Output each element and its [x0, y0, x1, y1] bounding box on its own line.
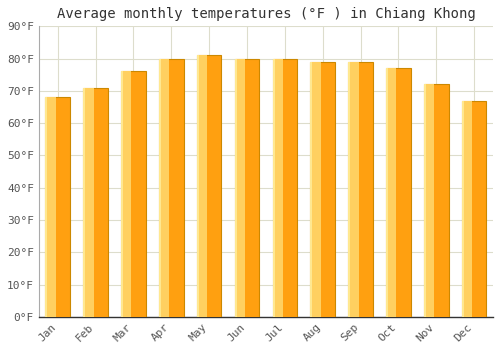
Bar: [234, 58, 260, 317]
Bar: [197, 55, 199, 317]
Bar: [272, 58, 274, 317]
Bar: [272, 58, 283, 317]
Bar: [386, 68, 388, 317]
Bar: [159, 58, 161, 317]
Bar: [310, 62, 335, 317]
Bar: [348, 62, 358, 317]
Bar: [462, 100, 486, 317]
Bar: [462, 100, 464, 317]
Bar: [234, 58, 245, 317]
Bar: [272, 58, 297, 317]
Bar: [310, 62, 320, 317]
Bar: [84, 88, 108, 317]
Bar: [462, 100, 472, 317]
Bar: [46, 97, 56, 317]
Bar: [121, 71, 146, 317]
Bar: [310, 62, 312, 317]
Bar: [386, 68, 410, 317]
Bar: [46, 97, 48, 317]
Bar: [159, 58, 170, 317]
Bar: [348, 62, 350, 317]
Bar: [424, 84, 426, 317]
Bar: [121, 71, 132, 317]
Bar: [84, 88, 94, 317]
Bar: [159, 58, 184, 317]
Title: Average monthly temperatures (°F ) in Chiang Khong: Average monthly temperatures (°F ) in Ch…: [56, 7, 476, 21]
Bar: [386, 68, 396, 317]
Bar: [424, 84, 434, 317]
Bar: [197, 55, 207, 317]
Bar: [46, 97, 70, 317]
Bar: [84, 88, 86, 317]
Bar: [348, 62, 373, 317]
Bar: [424, 84, 448, 317]
Bar: [121, 71, 123, 317]
Bar: [234, 58, 236, 317]
Bar: [197, 55, 222, 317]
